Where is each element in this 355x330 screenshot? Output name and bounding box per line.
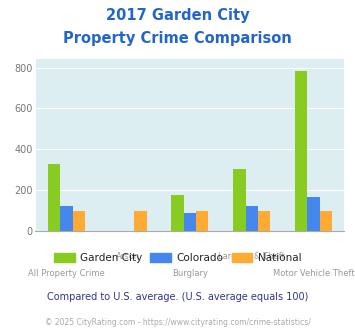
Bar <box>196 211 208 231</box>
Bar <box>233 169 246 231</box>
Bar <box>184 213 196 231</box>
Bar <box>60 207 72 231</box>
Bar <box>134 211 147 231</box>
Bar <box>258 211 270 231</box>
Bar <box>295 71 307 231</box>
Bar <box>246 207 258 231</box>
Bar <box>171 195 184 231</box>
Bar <box>307 197 320 231</box>
Text: 2017 Garden City: 2017 Garden City <box>106 8 249 23</box>
Text: Arson: Arson <box>116 251 140 261</box>
Text: Larceny & Theft: Larceny & Theft <box>218 251 285 261</box>
Bar <box>48 164 60 231</box>
Text: Motor Vehicle Theft: Motor Vehicle Theft <box>273 269 354 278</box>
Text: Property Crime Comparison: Property Crime Comparison <box>63 31 292 46</box>
Text: © 2025 CityRating.com - https://www.cityrating.com/crime-statistics/: © 2025 CityRating.com - https://www.city… <box>45 318 310 327</box>
Text: Compared to U.S. average. (U.S. average equals 100): Compared to U.S. average. (U.S. average … <box>47 292 308 302</box>
Text: All Property Crime: All Property Crime <box>28 269 105 278</box>
Bar <box>320 211 332 231</box>
Bar <box>72 211 85 231</box>
Text: Burglary: Burglary <box>172 269 208 278</box>
Legend: Garden City, Colorado, National: Garden City, Colorado, National <box>50 248 305 267</box>
